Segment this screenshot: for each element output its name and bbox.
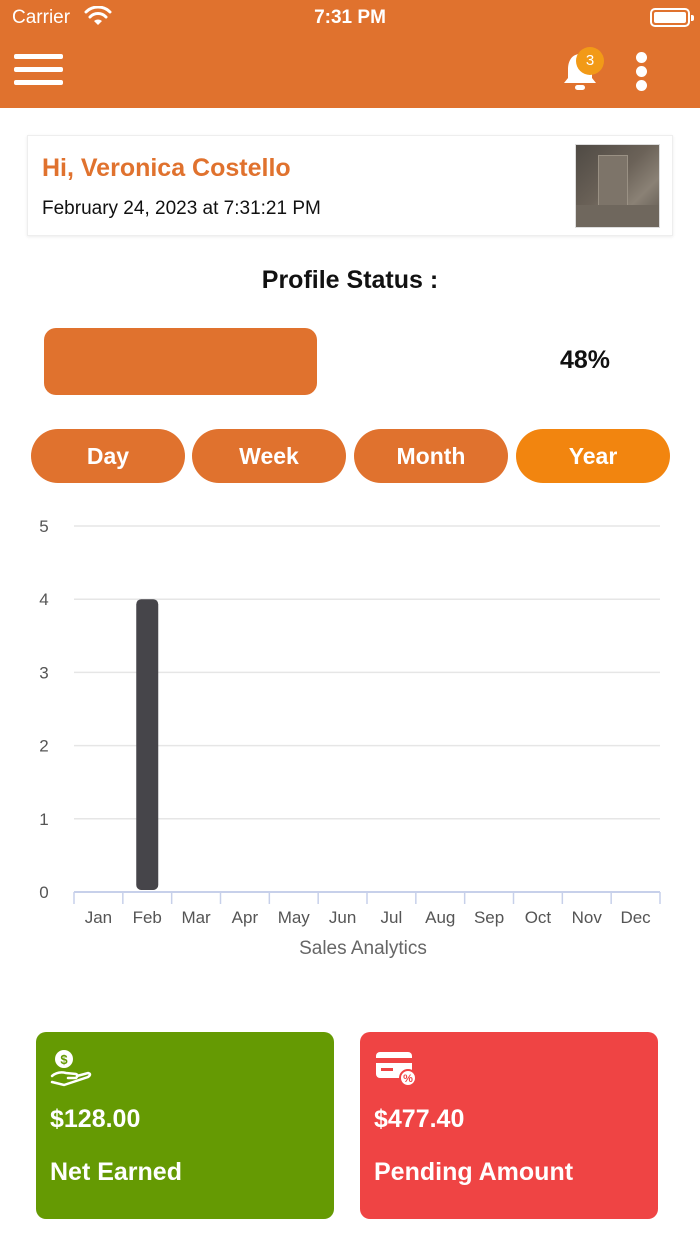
y-tick-label: 5 — [39, 517, 48, 536]
x-axis-title: Sales Analytics — [299, 938, 427, 959]
notification-count-badge: 3 — [576, 47, 604, 75]
x-tick-label: Aug — [425, 908, 455, 927]
net-earned-card[interactable]: $ $128.00 Net Earned — [36, 1032, 334, 1219]
x-tick-label: Jul — [381, 908, 403, 927]
x-tick-label: Feb — [133, 908, 162, 927]
sales-analytics-chart: 0 1 2 3 4 5 Jan Feb Mar Apr May Jun Jul Aug Sep Oct Nov D… — [0, 500, 700, 970]
pending-amount-value: $477.40 — [374, 1105, 465, 1133]
net-earned-label: Net Earned — [50, 1158, 182, 1186]
hamburger-menu-button[interactable] — [14, 52, 64, 88]
wifi-icon — [84, 6, 112, 25]
status-bar: Carrier 7:31 PM — [0, 0, 700, 36]
carrier-label: Carrier — [12, 7, 71, 28]
x-tick-label: Oct — [525, 908, 552, 927]
y-tick-label: 4 — [39, 590, 48, 609]
credit-card-icon: % — [376, 1052, 417, 1087]
week-button[interactable]: Week — [192, 429, 346, 483]
profile-progress-bar — [44, 328, 612, 395]
battery-icon — [650, 8, 694, 27]
pending-amount-card[interactable]: % $477.40 Pending Amount — [360, 1032, 658, 1219]
greeting-card: Hi, Veronica Costello February 24, 2023 … — [27, 135, 673, 236]
more-options-button[interactable] — [626, 52, 656, 92]
bar-feb[interactable] — [136, 599, 159, 890]
clock: 7:31 PM — [314, 7, 386, 28]
x-tick-label: Jun — [329, 908, 356, 927]
y-tick-label: 1 — [39, 810, 48, 829]
net-earned-amount: $128.00 — [50, 1105, 141, 1133]
pending-amount-label: Pending Amount — [374, 1158, 574, 1186]
y-tick-label: 2 — [39, 737, 48, 756]
x-tick-label: Apr — [232, 908, 259, 927]
chart-canvas: 0 1 2 3 4 5 Jan Feb Mar Apr May Jun Jul Aug Sep Oct Nov D… — [39, 517, 661, 959]
y-tick-label: 0 — [39, 883, 48, 902]
y-tick-label: 3 — [39, 663, 48, 682]
x-tick-label: Nov — [572, 908, 603, 927]
greeting-name: Hi, Veronica Costello — [42, 154, 291, 182]
month-button[interactable]: Month — [354, 429, 508, 483]
money-hand-icon: $ — [50, 1050, 92, 1087]
year-button[interactable]: Year — [516, 429, 670, 483]
x-tick-label: Jan — [85, 908, 112, 927]
profile-percent: 48% — [560, 346, 611, 374]
x-tick-label: Mar — [181, 908, 211, 927]
profile-photo[interactable] — [575, 144, 660, 228]
svg-text:$: $ — [60, 1052, 68, 1067]
x-tick-label: May — [278, 908, 311, 927]
day-button[interactable]: Day — [31, 429, 185, 483]
greeting-datetime: February 24, 2023 at 7:31:21 PM — [42, 198, 321, 219]
x-tick-label: Sep — [474, 908, 504, 927]
x-tick-label: Dec — [620, 908, 651, 927]
svg-text:%: % — [403, 1073, 413, 1085]
app-header: Carrier 7:31 PM 3 — [0, 0, 700, 108]
profile-status-label: Profile Status : — [261, 266, 439, 294]
profile-progress-fill — [44, 328, 317, 395]
